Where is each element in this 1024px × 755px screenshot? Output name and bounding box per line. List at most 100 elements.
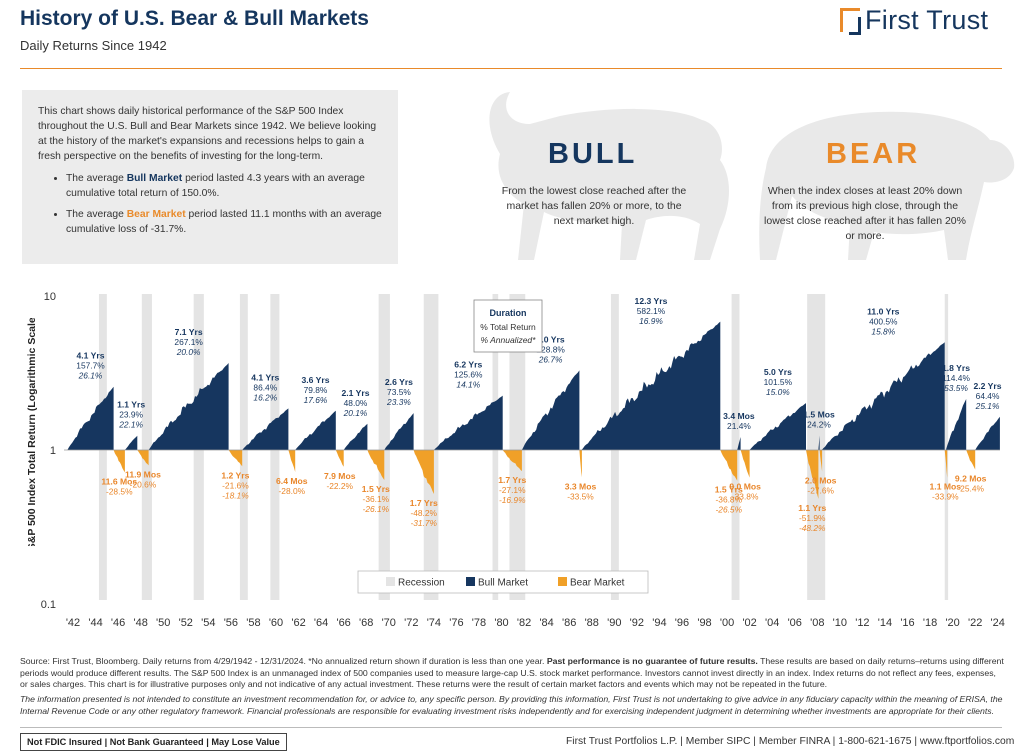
bull-duration-label: 7.1 Yrs — [175, 327, 203, 337]
bull-market-area-2 — [148, 363, 229, 450]
bull-duration-label: 5.0 Yrs — [537, 334, 565, 344]
bull-duration-label: 1.8 Yrs — [942, 363, 970, 373]
brand-name: First Trust — [865, 4, 989, 35]
bear-annualized-label: -26.1% — [363, 504, 390, 514]
bull-annualized-label: 20.0% — [176, 347, 201, 357]
x-tick-label: '48 — [133, 617, 147, 629]
bull-total-return-label: 400.5% — [869, 316, 898, 326]
bull-market-area-1 — [124, 435, 138, 450]
x-tick-label: '44 — [88, 617, 102, 629]
bear-total-return-label: -27.1% — [499, 485, 526, 495]
x-tick-label: '06 — [788, 617, 802, 629]
bull-market-area-9 — [581, 321, 721, 450]
x-tick-label: '22 — [968, 617, 982, 629]
bear-total-return-label: -51.9% — [799, 513, 826, 523]
bull-market-area-14 — [945, 399, 967, 450]
bear-duration-label: 1.2 Yrs — [221, 470, 249, 480]
source-note-part-c: These results are based on daily returns… — [20, 656, 1004, 690]
bull-total-return-label: 114.4% — [942, 373, 970, 383]
x-tick-label: '84 — [539, 617, 553, 629]
footer-divider — [20, 727, 1002, 728]
bear-annualized-label: -18.1% — [222, 490, 249, 500]
bear-silhouette-icon — [759, 111, 1015, 260]
x-tick-label: '98 — [697, 617, 711, 629]
intro-box: This chart shows daily historical perfor… — [22, 90, 398, 264]
bull-total-return-label: 582.1% — [637, 306, 666, 316]
bull-market-area-4 — [295, 410, 336, 450]
x-tick-label: '20 — [945, 617, 959, 629]
bear-total-return-label: -36.8% — [716, 495, 743, 505]
x-tick-label: '62 — [291, 617, 305, 629]
bull-duration-label: 4.1 Yrs — [251, 372, 279, 382]
bear-duration-label: 9.2 Mos — [955, 474, 987, 484]
bull-annualized-label: 16.2% — [253, 392, 277, 402]
bear-heading: BEAR — [826, 138, 921, 170]
x-tick-label: '42 — [66, 617, 80, 629]
legend-swatch-bull — [466, 577, 475, 586]
bear-total-return-label: -25.4% — [957, 484, 984, 494]
x-tick-label: '46 — [111, 617, 125, 629]
bear-total-return-label: -33.9% — [932, 492, 959, 502]
bear-annualized-label: -16.9% — [499, 495, 526, 505]
x-tick-label: '04 — [765, 617, 779, 629]
bear-total-return-label: -36.1% — [363, 494, 390, 504]
bull-market-area-11 — [749, 403, 806, 450]
bear-market-area-12 — [819, 450, 823, 472]
bear-duration-label: 3.3 Mos — [565, 481, 597, 491]
bull-duration-label: 1.1 Yrs — [117, 400, 145, 410]
bull-duration-label: 3.4 Mos — [723, 411, 755, 421]
recession-band-3 — [239, 294, 248, 600]
bear-total-return-label: -27.6% — [807, 486, 834, 496]
bear-market-area-14 — [966, 450, 976, 470]
bull-total-return-label: 64.4% — [976, 391, 1000, 401]
bull-duration-label: 6.2 Yrs — [454, 360, 482, 370]
recession-band-8 — [509, 294, 526, 600]
bear-duration-label: 1.1 Yrs — [798, 503, 826, 513]
x-tick-label: '68 — [359, 617, 373, 629]
bull-duration-label: 3.6 Yrs — [301, 375, 329, 385]
bear-market-area-8 — [579, 450, 582, 478]
x-tick-label: '50 — [156, 617, 170, 629]
first-trust-logo-icon — [840, 8, 861, 35]
disclaimer-note: The information presented is not intende… — [20, 694, 1003, 716]
bull-bear-chart: 10 1 0.1 '42 '44 '46 '48 '50 '52 '54 '56 '58 '60 '62… — [41, 291, 1005, 629]
bull-annualized-label: 16.9% — [639, 316, 663, 326]
legend-label-bull: Bull Market — [478, 578, 528, 589]
bull-market-area-15 — [975, 416, 1000, 450]
bear-duration-label: 9.0 Mos — [729, 482, 761, 492]
key-box-line1: % Total Return — [480, 322, 536, 332]
page-title: History of U.S. Bear & Bull Markets — [20, 7, 369, 30]
brand-logo: First Trust — [840, 4, 988, 36]
key-box-line2: % Annualized* — [481, 335, 537, 345]
recession-band-1 — [141, 294, 152, 600]
bear-definition: When the index closes at least 20% down … — [764, 185, 966, 242]
x-tick-label: '12 — [855, 617, 869, 629]
bull-average-prefix: The average — [66, 173, 127, 184]
bull-market-area-0 — [67, 386, 114, 450]
bear-market-area-1 — [137, 450, 149, 466]
bear-market-area-5 — [367, 450, 385, 480]
bear-market-areas — [113, 450, 976, 499]
header-divider — [20, 68, 1002, 69]
bear-total-return-label: -28.0% — [279, 486, 306, 496]
bear-total-return-label: -20.6% — [130, 479, 157, 489]
bull-total-return-label: 86.4% — [253, 382, 277, 392]
key-box-title: Duration — [490, 308, 527, 318]
x-tick-label: '94 — [652, 617, 666, 629]
x-tick-label: '14 — [878, 617, 892, 629]
bear-average-prefix: The average — [66, 209, 127, 220]
legend-swatch-recession — [386, 577, 395, 586]
y-tick-label: 0.1 — [41, 599, 56, 611]
y-tick-label: 1 — [50, 445, 56, 457]
bull-total-return-label: 157.7% — [76, 361, 105, 371]
x-tick-label: '08 — [810, 617, 824, 629]
bear-average-suffix: period lasted 11.1 months with an averag… — [66, 209, 382, 235]
legend-swatch-bear — [558, 577, 567, 586]
x-tick-label: '58 — [246, 617, 260, 629]
bull-market-area-8 — [521, 370, 580, 450]
bull-heading: BULL — [548, 138, 638, 170]
x-tick-label: '72 — [404, 617, 418, 629]
bear-market-area-9 — [720, 450, 738, 481]
x-tick-label: '88 — [585, 617, 599, 629]
bull-total-return-label: 24.2% — [807, 420, 831, 430]
